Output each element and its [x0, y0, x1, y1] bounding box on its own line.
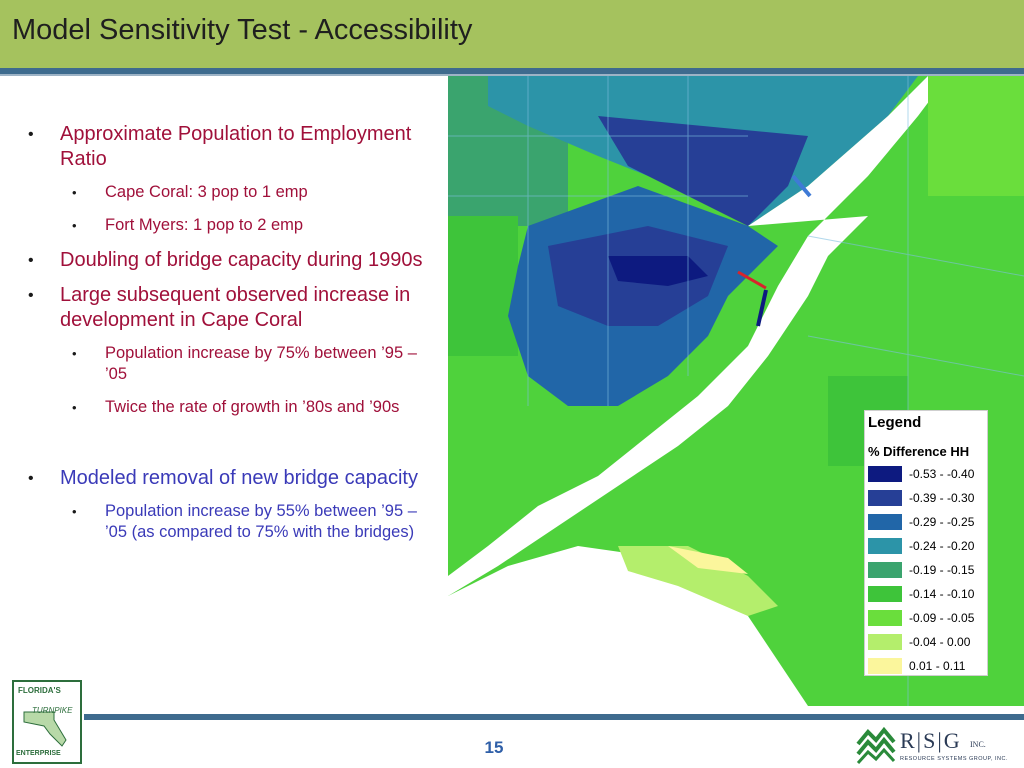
legend-item: -0.29 - -0.25	[868, 512, 986, 532]
legend-label: -0.19 - -0.15	[909, 563, 975, 577]
legend-item: -0.04 - 0.00	[868, 632, 986, 652]
legend-label: 0.01 - 0.11	[909, 659, 966, 673]
rsg-letters: R|S|G	[900, 728, 962, 753]
legend-swatch	[868, 538, 902, 554]
legend-swatch	[868, 490, 902, 506]
title-bar: Model Sensitivity Test - Accessibility	[0, 0, 1024, 68]
region-cape-coral-darkest	[608, 256, 708, 286]
legend-swatch	[868, 610, 902, 626]
legend-label: -0.14 - -0.10	[909, 587, 975, 601]
bridge-south	[756, 289, 768, 327]
legend-swatch	[868, 586, 902, 602]
legend-label: -0.39 - -0.30	[909, 491, 975, 505]
rsg-logo: R|S|G INC. RESOURCE SYSTEMS GROUP, INC.	[856, 726, 1024, 766]
legend-swatch	[868, 514, 902, 530]
logo-left-bottom-text: ENTERPRISE	[16, 750, 61, 757]
title-divider-light	[0, 74, 1024, 76]
sub-bullet-item: • Fort Myers: 1 pop to 2 emp	[20, 215, 440, 236]
mountain-icon	[856, 726, 896, 764]
island-pale	[618, 546, 778, 616]
legend-item: -0.39 - -0.30	[868, 488, 986, 508]
legend-title: Legend	[868, 414, 922, 431]
island-yellow	[668, 546, 748, 574]
legend-item: -0.09 - -0.05	[868, 608, 986, 628]
map-legend: Legend % Difference HH -0.53 - -0.40 -0.…	[864, 410, 988, 676]
region-north-blue	[598, 116, 808, 226]
sub-bullet-text: Twice the rate of growth in ’80s and ’90…	[105, 398, 400, 416]
footer-divider	[84, 714, 1024, 720]
legend-swatch	[868, 466, 902, 482]
sub-bullet-marker: •	[72, 346, 77, 361]
sub-bullet-item: • Population increase by 75% between ’95…	[20, 343, 440, 385]
logo-left-top-text: FLORIDA'S	[18, 686, 61, 695]
sub-bullet-item: • Twice the rate of growth in ’80s and ’…	[20, 397, 440, 418]
land-northeast	[928, 76, 1024, 196]
bullet-item: • Modeled removal of new bridge capacity	[20, 466, 440, 491]
legend-item: -0.14 - -0.10	[868, 584, 986, 604]
title-divider	[0, 68, 1024, 74]
legend-item: 0.01 - 0.11	[868, 656, 986, 676]
legend-swatch	[868, 634, 902, 650]
sub-bullet-item: • Population increase by 55% between ’95…	[20, 501, 440, 543]
bullet-marker: •	[28, 287, 34, 304]
sub-bullet-marker: •	[72, 185, 77, 200]
rsg-inc: INC.	[970, 740, 986, 749]
bullet-spacer	[20, 430, 440, 466]
land-west	[448, 216, 518, 356]
sub-bullet-marker: •	[72, 504, 77, 519]
page-number: 15	[484, 738, 504, 757]
turnpike-emblem-icon	[23, 711, 67, 747]
legend-item: -0.24 - -0.20	[868, 536, 986, 556]
bridge-north	[791, 174, 812, 198]
legend-label: -0.24 - -0.20	[909, 539, 975, 553]
bullet-marker: •	[28, 252, 34, 269]
sub-bullet-text: Cape Coral: 3 pop to 1 emp	[105, 183, 308, 201]
slide-title: Model Sensitivity Test - Accessibility	[12, 14, 473, 46]
sub-bullet-text: Population increase by 75% between ’95 –…	[105, 344, 417, 383]
sub-bullet-marker: •	[72, 218, 77, 233]
sub-bullet-item: • Cape Coral: 3 pop to 1 emp	[20, 182, 440, 203]
bullet-text: Modeled removal of new bridge capacity	[60, 467, 418, 489]
logo-left-mid-text: TURNPIKE	[32, 706, 73, 715]
bullet-marker: •	[28, 126, 34, 143]
bullet-item: • Large subsequent observed increase in …	[20, 283, 440, 333]
legend-label: -0.53 - -0.40	[909, 467, 975, 481]
legend-label: -0.04 - 0.00	[909, 635, 971, 649]
legend-swatch	[868, 562, 902, 578]
sub-bullet-marker: •	[72, 400, 77, 415]
bullet-text: Approximate Population to Employment Rat…	[60, 123, 412, 170]
caloosahatchee-river	[448, 76, 948, 596]
map-graphic	[448, 76, 1024, 706]
bullet-text: Large subsequent observed increase in de…	[60, 284, 411, 331]
bridge-middle	[737, 270, 767, 290]
legend-subtitle: % Difference HH	[868, 444, 970, 459]
bullet-marker: •	[28, 470, 34, 487]
bullet-item: • Doubling of bridge capacity during 199…	[20, 248, 440, 273]
sub-bullet-text: Population increase by 55% between ’95 –…	[105, 502, 417, 541]
rsg-subtitle: RESOURCE SYSTEMS GROUP, INC.	[900, 756, 1009, 762]
legend-label: -0.09 - -0.05	[909, 611, 975, 625]
florida-turnpike-logo: FLORIDA'S TURNPIKE ENTERPRISE	[12, 680, 82, 764]
bullet-text: Doubling of bridge capacity during 1990s	[60, 249, 423, 271]
sub-bullet-text: Fort Myers: 1 pop to 2 emp	[105, 216, 304, 234]
legend-swatch	[868, 658, 902, 674]
legend-item: -0.53 - -0.40	[868, 464, 986, 484]
legend-item: -0.19 - -0.15	[868, 560, 986, 580]
household-difference-map	[448, 76, 1024, 706]
legend-label: -0.29 - -0.25	[909, 515, 975, 529]
bullet-list: • Approximate Population to Employment R…	[20, 122, 440, 555]
bullet-item: • Approximate Population to Employment R…	[20, 122, 440, 172]
